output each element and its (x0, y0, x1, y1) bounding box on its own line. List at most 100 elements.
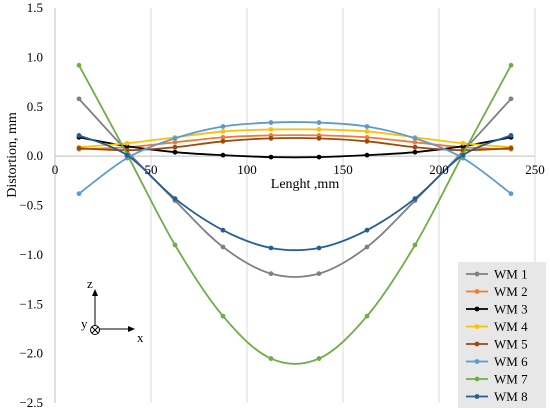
x-axis-label: x (137, 330, 144, 345)
legend-swatch-marker (474, 271, 480, 277)
legend-swatch-marker (474, 376, 480, 382)
legend-label: WM 7 (494, 372, 528, 387)
data-point (316, 120, 322, 125)
x-tick-label: 100 (237, 162, 257, 177)
data-point (412, 149, 418, 155)
series-wm-6 (76, 120, 514, 197)
y-tick-labels: 1.5 1.0 0.5 0.0 −0.5 −1.0 −1.5 −2.0 −2.5 (19, 0, 43, 410)
y-tick-label: −1.0 (19, 247, 43, 262)
data-point (76, 145, 82, 151)
x-tick-label: 50 (145, 162, 158, 177)
data-point (364, 152, 370, 158)
y-tick-label: 0.5 (27, 99, 43, 114)
data-point (220, 124, 226, 129)
data-point (316, 154, 322, 160)
data-point (364, 244, 370, 250)
data-point (364, 134, 370, 140)
data-point (508, 132, 514, 138)
series-line (78, 134, 512, 252)
data-point (412, 242, 418, 248)
series-line (78, 128, 512, 149)
data-point (220, 152, 226, 158)
data-point (268, 120, 274, 125)
data-point (364, 124, 370, 129)
data-point (316, 271, 322, 277)
data-point (364, 129, 370, 134)
legend-label: WM 6 (494, 354, 528, 369)
data-point (220, 129, 226, 134)
data-point (364, 313, 370, 319)
legend-entry: WM 2 (466, 284, 528, 299)
y-tick-label: 1.5 (27, 0, 43, 15)
y-axis-label: y (81, 316, 88, 331)
legend-swatch-marker (474, 394, 480, 399)
data-point (268, 127, 274, 132)
legend-swatch-marker (474, 359, 480, 364)
data-point (268, 271, 274, 277)
legend-entry: WM 1 (466, 267, 528, 282)
data-point (172, 135, 178, 141)
legend-entry: WM 4 (466, 319, 528, 334)
data-point (220, 313, 226, 319)
data-point (268, 135, 274, 141)
grid-layer (150, 8, 536, 403)
x-arrow-head (128, 326, 135, 332)
y-tick-label: −2.0 (19, 346, 43, 361)
series-line (78, 64, 512, 365)
data-point (412, 196, 418, 201)
data-point (172, 149, 178, 155)
data-point (412, 139, 418, 145)
data-point (508, 96, 514, 102)
legend-label: WM 4 (494, 319, 528, 334)
data-point (76, 132, 82, 138)
data-point (220, 227, 226, 233)
legend-swatch-marker (474, 324, 480, 329)
series-line (78, 137, 512, 152)
series-line (78, 121, 512, 195)
data-point (508, 191, 514, 197)
z-axis-label: z (87, 276, 93, 291)
data-point (364, 227, 370, 233)
data-point (364, 138, 370, 144)
x-tick-label: 250 (525, 162, 545, 177)
data-point (172, 196, 178, 201)
y-tick-label: −2.5 (19, 395, 43, 410)
data-point (268, 356, 274, 361)
series-wm-5 (76, 135, 514, 153)
axis-layer (54, 8, 535, 403)
data-point (172, 139, 178, 145)
x-tick-label: 150 (333, 162, 353, 177)
data-point (460, 140, 466, 146)
data-point (172, 144, 178, 150)
data-point (124, 140, 130, 146)
y-tick-label: 0.0 (27, 148, 43, 163)
data-point (220, 134, 226, 140)
legend-items: WM 1 WM 2 WM 3 WM 4 WM 5 WM 6 WM 7 WM 8 (466, 267, 528, 404)
legend-label: WM 5 (494, 337, 528, 352)
data-point (76, 62, 82, 68)
coordinate-axes-inset: z y x (81, 276, 144, 345)
legend-entry: WM 5 (466, 337, 528, 352)
legend-swatch-marker (474, 289, 480, 294)
y-tick-label: −1.5 (19, 296, 43, 311)
series-line (78, 134, 512, 151)
x-tick-labels: 0 50 100 150 200 250 (52, 162, 545, 177)
y-tick-label: 1.0 (27, 49, 43, 64)
data-point (460, 152, 466, 158)
data-point (508, 145, 514, 151)
y-tick-label: −0.5 (19, 198, 43, 213)
data-point (220, 138, 226, 144)
data-point (316, 127, 322, 132)
legend-swatch-marker (474, 306, 480, 312)
data-point (316, 245, 322, 251)
data-point (124, 152, 130, 158)
data-point (76, 96, 82, 102)
data-point (508, 62, 514, 68)
data-point (268, 245, 274, 251)
legend-entry: WM 6 (466, 354, 528, 369)
y-axis-cross-b (91, 326, 99, 334)
data-point (76, 191, 82, 197)
x-tick-label: 200 (429, 162, 449, 177)
x-axis-title: Lenght ,mm (271, 177, 340, 192)
data-point (412, 144, 418, 150)
